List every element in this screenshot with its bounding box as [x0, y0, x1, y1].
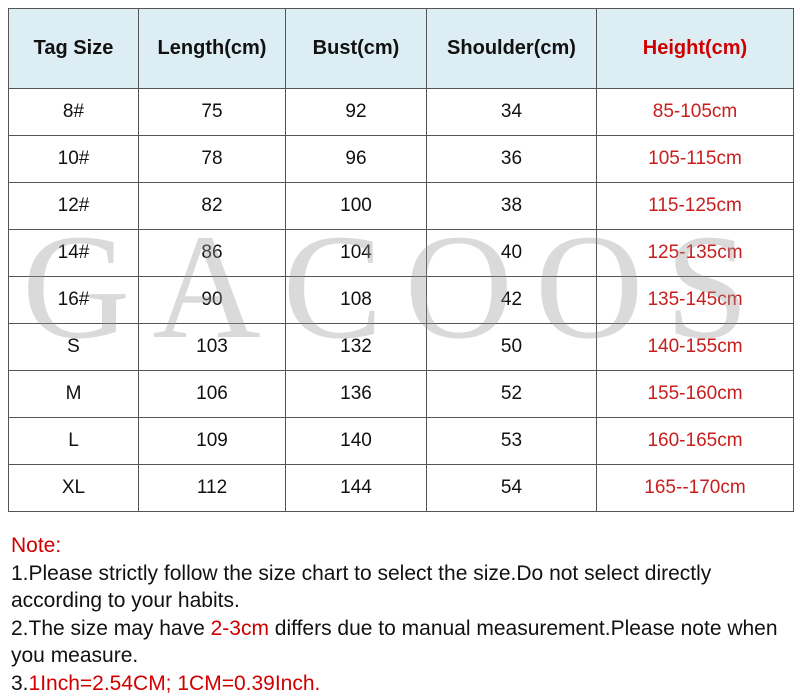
cell-bust: 140: [285, 417, 427, 465]
cell-height: 125-135cm: [596, 229, 794, 277]
note-3: 3.1Inch=2.54CM; 1CM=0.39Inch.: [11, 670, 796, 698]
cell-tag-size: 8#: [8, 88, 139, 136]
header-bust: Bust(cm): [285, 8, 427, 89]
cell-tag-size: 16#: [8, 276, 139, 324]
table-row: M 106 136 52 155-160cm: [8, 370, 794, 418]
cell-bust: 100: [285, 182, 427, 230]
note-2-prefix: 2.The size may have: [11, 616, 211, 640]
cell-height: 160-165cm: [596, 417, 794, 465]
cell-bust: 144: [285, 464, 427, 512]
header-shoulder: Shoulder(cm): [426, 8, 597, 89]
cell-bust: 136: [285, 370, 427, 418]
note-2: 2.The size may have 2-3cm differs due to…: [11, 615, 796, 670]
cell-length: 90: [138, 276, 286, 324]
cell-height: 165--170cm: [596, 464, 794, 512]
cell-bust: 104: [285, 229, 427, 277]
cell-length: 112: [138, 464, 286, 512]
cell-tag-size: L: [8, 417, 139, 465]
note-1: 1.Please strictly follow the size chart …: [11, 561, 712, 613]
cell-length: 106: [138, 370, 286, 418]
cell-shoulder: 40: [426, 229, 597, 277]
cell-shoulder: 54: [426, 464, 597, 512]
cell-shoulder: 36: [426, 135, 597, 183]
table-row: 12# 82 100 38 115-125cm: [8, 182, 794, 230]
cell-bust: 132: [285, 323, 427, 371]
cell-length: 103: [138, 323, 286, 371]
header-length: Length(cm): [138, 8, 286, 89]
cell-length: 78: [138, 135, 286, 183]
table-row: S 103 132 50 140-155cm: [8, 323, 794, 371]
cell-length: 82: [138, 182, 286, 230]
note-3-prefix: 3.: [11, 671, 29, 695]
cell-tag-size: S: [8, 323, 139, 371]
notes-title: Note:: [11, 534, 62, 557]
cell-tag-size: M: [8, 370, 139, 418]
cell-shoulder: 50: [426, 323, 597, 371]
cell-tag-size: 14#: [8, 229, 139, 277]
note-2-suffix: differs due to manual measurement.Please…: [11, 616, 778, 668]
cell-height: 115-125cm: [596, 182, 794, 230]
cell-bust: 108: [285, 276, 427, 324]
cell-bust: 92: [285, 88, 427, 136]
cell-tag-size: XL: [8, 464, 139, 512]
note-3-highlight: 1Inch=2.54CM; 1CM=0.39Inch.: [28, 671, 321, 695]
table-row: 14# 86 104 40 125-135cm: [8, 229, 794, 277]
table-row: XL 112 144 54 165--170cm: [8, 464, 794, 512]
cell-height: 155-160cm: [596, 370, 794, 418]
cell-tag-size: 12#: [8, 182, 139, 230]
cell-shoulder: 38: [426, 182, 597, 230]
header-height: Height(cm): [596, 8, 794, 89]
cell-shoulder: 34: [426, 88, 597, 136]
cell-length: 86: [138, 229, 286, 277]
cell-height: 140-155cm: [596, 323, 794, 371]
cell-tag-size: 10#: [8, 135, 139, 183]
cell-shoulder: 52: [426, 370, 597, 418]
table-row: 8# 75 92 34 85-105cm: [8, 88, 794, 136]
table-row: 10# 78 96 36 105-115cm: [8, 135, 794, 183]
note-2-highlight: 2-3cm: [210, 616, 269, 640]
table-row: L 109 140 53 160-165cm: [8, 417, 794, 465]
cell-length: 109: [138, 417, 286, 465]
cell-shoulder: 53: [426, 417, 597, 465]
cell-height: 85-105cm: [596, 88, 794, 136]
notes-section: Note: 1.Please strictly follow the size …: [11, 532, 796, 697]
cell-height: 135-145cm: [596, 276, 794, 324]
cell-bust: 96: [285, 135, 427, 183]
header-tag-size: Tag Size: [8, 8, 139, 89]
cell-shoulder: 42: [426, 276, 597, 324]
cell-length: 75: [138, 88, 286, 136]
size-chart-table: Tag Size Length(cm) Bust(cm) Shoulder(cm…: [8, 8, 794, 512]
cell-height: 105-115cm: [596, 135, 794, 183]
table-row: 16# 90 108 42 135-145cm: [8, 276, 794, 324]
header-row: Tag Size Length(cm) Bust(cm) Shoulder(cm…: [8, 8, 794, 89]
